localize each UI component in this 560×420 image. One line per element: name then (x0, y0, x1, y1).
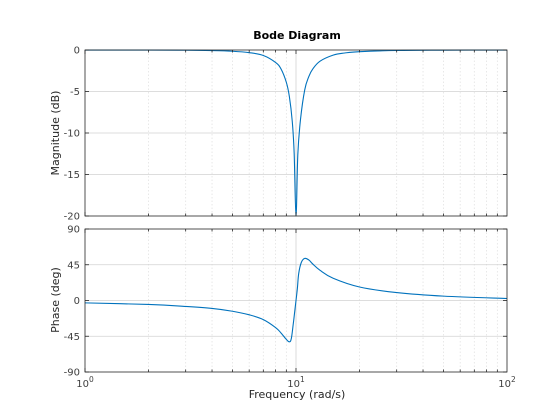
x-tick-exponent: 1 (300, 375, 305, 384)
x-axis-label: Frequency (rad/s) (249, 388, 346, 401)
phase-y-tick-label: 0 (74, 296, 80, 307)
x-tick-label: 102 (498, 375, 516, 390)
magnitude-y-tick-label: -10 (64, 129, 80, 140)
phase-y-tick-label: 90 (67, 225, 80, 236)
phase-curve (84, 257, 508, 343)
magnitude-y-tick-label: -20 (64, 212, 80, 223)
x-tick-exponent: 0 (89, 375, 94, 384)
x-tick-label: 101 (287, 375, 305, 390)
magnitude-ylabel: Magnitude (dB) (49, 91, 62, 176)
magnitude-curve (84, 49, 508, 217)
phase-grid (85, 229, 507, 372)
magnitude-y-ticks: 0 -5 -10 -15 -20 (64, 46, 507, 223)
phase-panel: 90 45 0 -45 -90 Phase (deg) (49, 225, 508, 379)
phase-y-tick-label: 45 (67, 260, 80, 271)
phase-ylabel: Phase (deg) (49, 267, 62, 333)
magnitude-grid (85, 50, 507, 216)
chart-title: Bode Diagram (253, 29, 341, 42)
phase-y-tick-label: -45 (64, 332, 80, 343)
x-tick-label: 100 (76, 375, 94, 390)
phase-y-ticks: 90 45 0 -45 -90 (64, 225, 507, 379)
x-ticks: 100 101 102 (76, 375, 516, 390)
magnitude-y-tick-label: -5 (70, 87, 80, 98)
magnitude-series-line (84, 49, 508, 217)
phase-series-line (84, 257, 508, 343)
magnitude-y-tick-label: -15 (64, 170, 80, 181)
x-tick-exponent: 2 (511, 375, 516, 384)
phase-y-tick-label: -90 (64, 368, 80, 379)
magnitude-y-tick-label: 0 (74, 46, 80, 57)
magnitude-panel: 0 -5 -10 -15 -20 Magnitude (dB) (49, 46, 508, 223)
